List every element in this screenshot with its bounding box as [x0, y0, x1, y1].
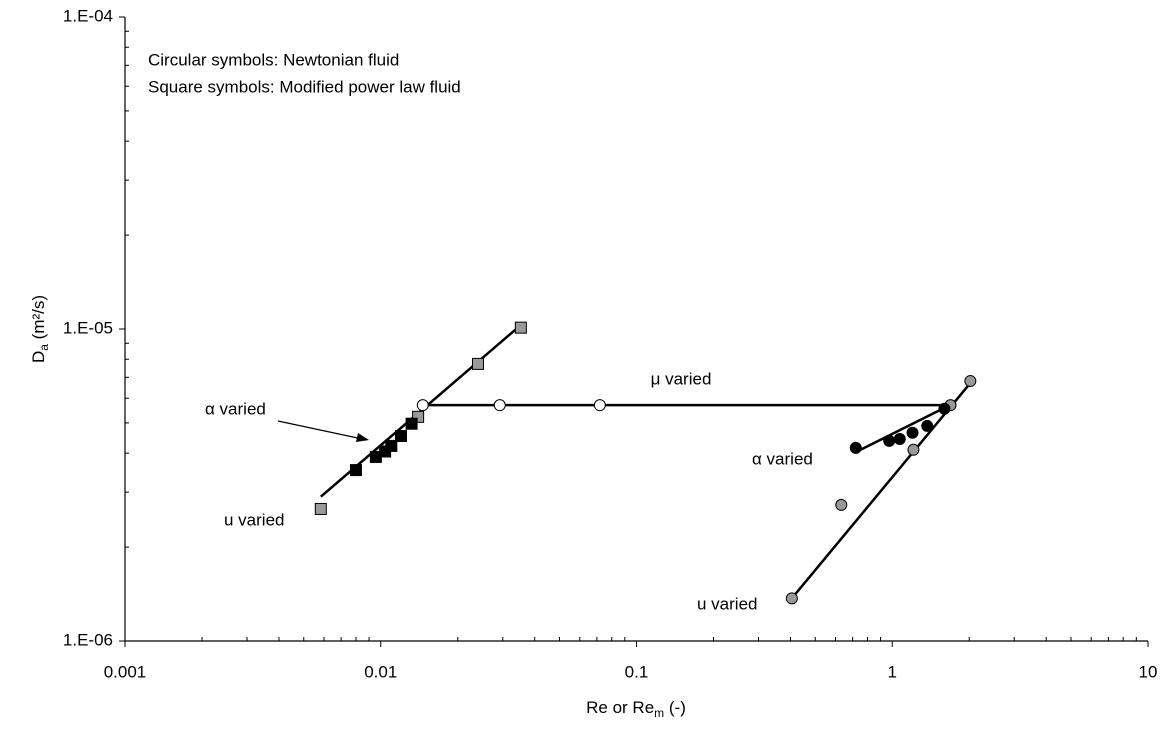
circle-point: [785, 592, 798, 605]
circle-point: [938, 402, 951, 415]
note: Square symbols: Modified power law fluid: [148, 77, 461, 96]
y-axis-label: Da (m²/s): [29, 295, 51, 363]
circle-point: [921, 419, 934, 432]
circle-point: [907, 443, 920, 456]
circle-point: [593, 399, 606, 412]
fit-line: [790, 380, 973, 600]
x-label-sub: m: [654, 706, 664, 720]
note: Circular symbols: Newtonian fluid: [148, 50, 399, 69]
square-point: [405, 417, 418, 430]
annotation: α varied: [752, 449, 813, 468]
square-point: [412, 410, 425, 423]
circle-point: [493, 399, 506, 412]
y-tick-label: 1.E-05: [63, 318, 113, 337]
annotation: μ varied: [651, 369, 712, 388]
x-axis-label: Re or Rem (-): [586, 698, 686, 720]
square-point: [471, 357, 484, 370]
circle-point: [883, 434, 896, 447]
x-tick-label: 0.001: [104, 662, 147, 681]
x-tick-label: 0.1: [625, 662, 649, 681]
square-point: [395, 429, 408, 442]
arrow-head: [356, 433, 369, 442]
y-tick-label: 1.E-04: [63, 6, 113, 25]
arrow: [277, 420, 368, 441]
y-tick-label: 1.E-06: [63, 630, 113, 649]
square-point: [514, 321, 527, 334]
annotation: u varied: [224, 510, 284, 529]
circle-point: [835, 498, 848, 511]
circle-point: [849, 441, 862, 454]
square-point: [314, 502, 327, 515]
fit-line: [855, 404, 951, 454]
x-tick-label: 10: [1139, 662, 1158, 681]
circle-point: [893, 433, 906, 446]
x-label-main: Re or Re: [586, 698, 654, 717]
y-label-rest: (m²/s): [29, 295, 48, 344]
annotation: u varied: [697, 594, 757, 613]
square-point: [385, 439, 398, 452]
circle-point: [964, 375, 977, 388]
x-tick-label: 0.01: [364, 662, 397, 681]
y-label-main: D: [29, 351, 48, 363]
circle-point: [416, 399, 429, 412]
y-label-sub: a: [37, 344, 51, 351]
x-tick-label: 1: [888, 662, 897, 681]
square-point: [349, 464, 362, 477]
circle-point: [906, 426, 919, 439]
annotation: α varied: [205, 399, 266, 418]
x-label-rest: (-): [664, 698, 686, 717]
